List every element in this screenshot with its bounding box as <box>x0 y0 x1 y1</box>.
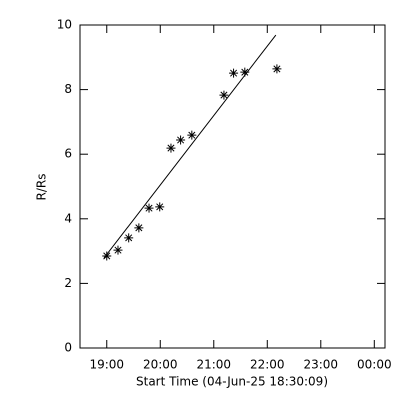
asterisk-marker <box>155 202 165 212</box>
x-tick-label: 22:00 <box>250 358 285 372</box>
x-axis-label: Start Time (04-Jun-25 18:30:09) <box>136 375 328 389</box>
asterisk-marker <box>124 233 134 243</box>
x-tick-label: 21:00 <box>196 358 231 372</box>
y-axis-label: R/Rs <box>35 174 49 201</box>
asterisk-marker <box>144 203 154 213</box>
y-tick-label: 0 <box>64 341 72 355</box>
asterisk-marker <box>102 251 112 261</box>
asterisk-marker <box>240 67 250 77</box>
x-tick-label: 23:00 <box>303 358 338 372</box>
plot-frame <box>79 24 386 349</box>
x-tick-label: 00:00 <box>357 358 392 372</box>
asterisk-marker <box>113 245 123 255</box>
asterisk-marker <box>187 130 197 140</box>
y-tick-label: 2 <box>64 276 72 290</box>
y-tick-label: 8 <box>64 82 72 96</box>
asterisk-marker <box>176 135 186 145</box>
asterisk-marker <box>272 64 282 74</box>
y-tick-label: 10 <box>57 18 72 32</box>
asterisk-marker <box>219 90 229 100</box>
asterisk-marker <box>229 68 239 78</box>
fit-line <box>103 34 277 259</box>
asterisk-marker <box>166 143 176 153</box>
y-tick-label: 6 <box>64 147 72 161</box>
x-tick-label: 19:00 <box>89 358 124 372</box>
x-tick-label: 20:00 <box>143 358 178 372</box>
asterisk-marker <box>134 223 144 233</box>
y-tick-label: 4 <box>64 211 72 225</box>
